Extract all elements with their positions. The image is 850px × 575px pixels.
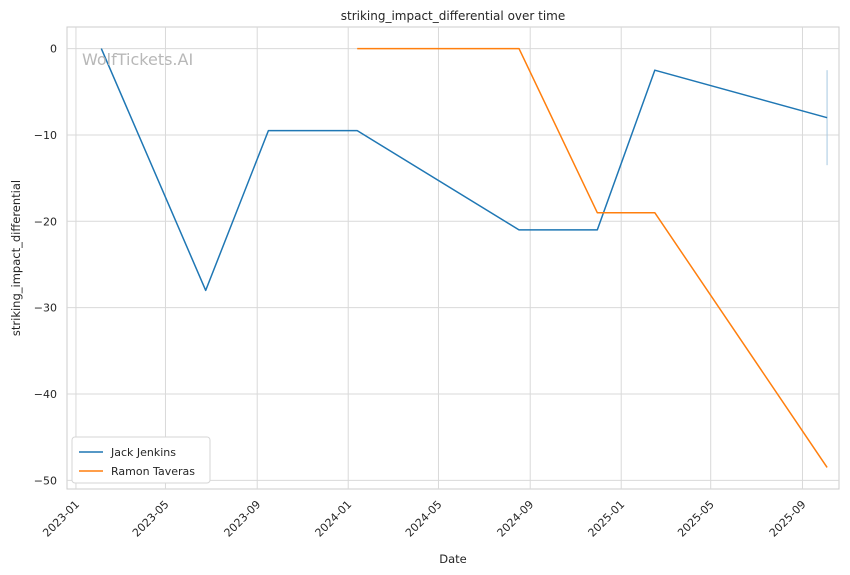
plot-area — [66, 26, 840, 490]
y-tick-label: −40 — [34, 388, 57, 401]
legend-box — [71, 436, 211, 484]
watermark: WolfTickets.AI — [82, 50, 193, 69]
series-layer — [100, 47, 828, 468]
x-tick-label: 2024-05 — [403, 498, 445, 540]
x-tick-label: 2025-01 — [586, 498, 628, 540]
x-tick-label: 2024-01 — [313, 498, 355, 540]
y-tick-label: −10 — [34, 129, 57, 142]
legend-label-ramon-taveras: Ramon Taveras — [111, 465, 195, 478]
x-tick-label: 2025-05 — [675, 498, 717, 540]
grid-lines — [67, 27, 839, 489]
x-tick-label: 2023-05 — [130, 498, 172, 540]
chart-title: striking_impact_differential over time — [341, 9, 566, 23]
y-tick-label: −20 — [34, 215, 57, 228]
series-line-ramon-taveras — [357, 47, 828, 468]
x-tick-labels: 2023-01 2023-05 2023-09 2024-01 2024-05 2024-… — [40, 498, 808, 540]
series-line-jack-jenkins — [100, 48, 828, 292]
y-tick-label: −50 — [34, 474, 57, 487]
y-tick-labels: 0 −10 −20 −30 −40 −50 — [34, 43, 57, 488]
legend-label-jack-jenkins: Jack Jenkins — [110, 446, 176, 459]
x-tick-label: 2023-01 — [40, 498, 82, 540]
y-tick-label: 0 — [50, 43, 57, 56]
legend: Jack Jenkins Ramon Taveras — [71, 436, 211, 484]
x-axis-label: Date — [439, 552, 467, 566]
x-tick-label: 2025-09 — [767, 498, 809, 540]
y-axis-label: striking_impact_differential — [9, 180, 23, 336]
x-tick-label: 2024-09 — [495, 498, 537, 540]
x-tick-label: 2023-09 — [222, 498, 264, 540]
y-tick-label: −30 — [34, 302, 57, 315]
